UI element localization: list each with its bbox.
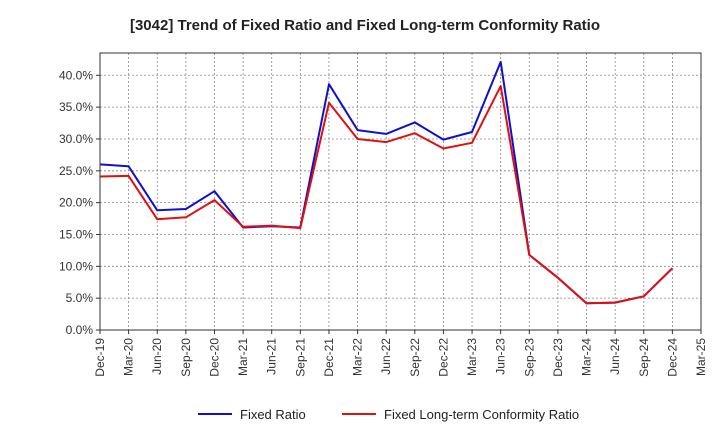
x-tick-label: Dec-22: [436, 338, 450, 377]
y-tick-label: 0.0%: [66, 323, 94, 337]
x-tick-label: Mar-24: [580, 338, 594, 376]
x-tick-label: Jun-22: [379, 338, 393, 375]
x-tick-label: Jun-24: [608, 338, 622, 375]
y-tick-label: 5.0%: [66, 291, 94, 305]
x-tick-label: Jun-21: [265, 338, 279, 375]
series-line-fixed-long-term-conformity-ratio: [99, 85, 674, 305]
y-tick-label: 40.0%: [59, 68, 93, 82]
x-axis: Dec-19 Mar-20 Jun-20 Sep-20 Dec-20 Mar-21 Jun-…: [93, 330, 708, 377]
y-tick-label: 35.0%: [59, 100, 93, 114]
x-tick-label: Mar-22: [351, 338, 365, 376]
y-tick-label: 10.0%: [59, 259, 93, 273]
x-tick-label: Dec-19: [93, 338, 107, 377]
y-tick-label: 30.0%: [59, 132, 93, 146]
x-tick-label: Mar-25: [694, 338, 708, 376]
y-axis: 0.0% 5.0% 10.0% 15.0% 20.0% 25.0% 30.0% 35.0% 40…: [59, 68, 100, 337]
x-tick-label: Mar-23: [465, 338, 479, 376]
x-tick-label: Mar-20: [122, 338, 136, 376]
x-tick-label: Dec-20: [207, 338, 221, 377]
legend-label: Fixed Ratio: [240, 407, 306, 422]
x-tick-label: Dec-21: [322, 338, 336, 377]
x-tick-label: Mar-21: [236, 338, 250, 376]
x-tick-label: Sep-24: [637, 338, 651, 377]
x-tick-label: Jun-20: [150, 338, 164, 375]
legend-label: Fixed Long-term Conformity Ratio: [384, 407, 579, 422]
grid: [99, 53, 702, 331]
x-tick-label: Sep-21: [293, 338, 307, 377]
y-tick-label: 20.0%: [59, 196, 93, 210]
chart-title: [3042] Trend of Fixed Ratio and Fixed Lo…: [130, 17, 600, 34]
x-tick-label: Jun-23: [494, 338, 508, 375]
plot-frame: [99, 52, 702, 331]
x-tick-label: Sep-23: [522, 338, 536, 377]
x-tick-label: Sep-20: [179, 338, 193, 377]
y-tick-label: 15.0%: [59, 227, 93, 241]
x-tick-label: Sep-22: [408, 338, 422, 377]
x-tick-label: Dec-24: [665, 338, 679, 377]
legend: Fixed Ratio Fixed Long-term Conformity Ra…: [198, 407, 579, 422]
series-group: [99, 60, 674, 305]
x-tick-label: Dec-23: [551, 338, 565, 377]
y-tick-label: 25.0%: [59, 164, 93, 178]
